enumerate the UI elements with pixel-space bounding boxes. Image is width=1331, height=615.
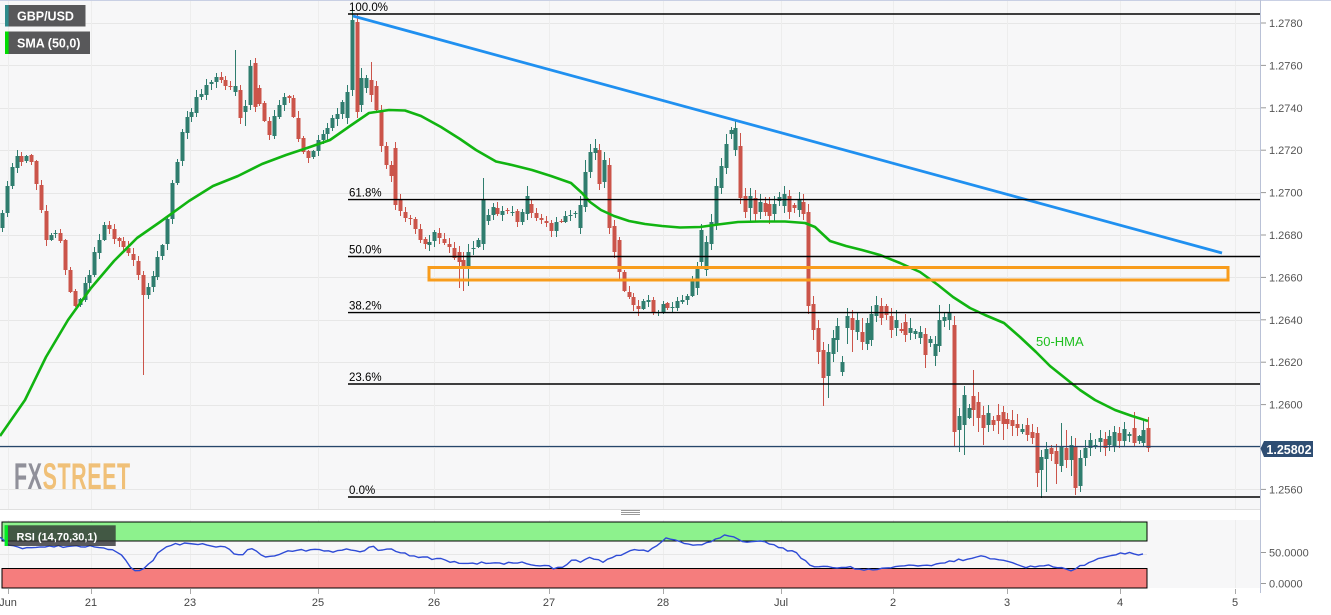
svg-text:50.0000: 50.0000 [1269, 548, 1309, 560]
svg-text:2: 2 [890, 597, 896, 609]
svg-text:4: 4 [1117, 597, 1123, 609]
svg-text:100.0%: 100.0% [349, 2, 388, 14]
svg-text:Jun: Jun [0, 597, 17, 609]
svg-text:1.2560: 1.2560 [1269, 484, 1303, 496]
svg-text:23: 23 [184, 597, 196, 609]
svg-text:1.2600: 1.2600 [1269, 400, 1303, 412]
svg-text:1.2660: 1.2660 [1269, 272, 1303, 284]
svg-text:RSI (14,70,30,1): RSI (14,70,30,1) [17, 532, 98, 544]
svg-text:1.25802: 1.25802 [1266, 443, 1311, 457]
svg-text:38.2%: 38.2% [349, 301, 382, 313]
svg-text:GBP/USD: GBP/USD [17, 10, 74, 24]
svg-text:61.8%: 61.8% [349, 188, 382, 200]
svg-text:28: 28 [657, 597, 669, 609]
svg-text:5: 5 [1232, 597, 1238, 609]
svg-text:0.0%: 0.0% [349, 485, 375, 497]
svg-text:3: 3 [1004, 597, 1010, 609]
svg-text:50.0%: 50.0% [349, 245, 382, 257]
svg-text:26: 26 [428, 597, 440, 609]
svg-text:Jul: Jul [774, 597, 788, 609]
svg-text:25: 25 [312, 597, 324, 609]
svg-text:21: 21 [85, 597, 97, 609]
svg-text:1.2620: 1.2620 [1269, 357, 1303, 369]
svg-text:1.2700: 1.2700 [1269, 188, 1303, 200]
svg-text:27: 27 [543, 597, 555, 609]
svg-text:SMA (50,0): SMA (50,0) [17, 37, 80, 51]
svg-text:1.2680: 1.2680 [1269, 230, 1303, 242]
svg-text:1.2720: 1.2720 [1269, 145, 1303, 157]
svg-text:1.2780: 1.2780 [1269, 18, 1303, 30]
svg-text:1.2760: 1.2760 [1269, 60, 1303, 72]
svg-text:FXSTREET: FXSTREET [14, 457, 131, 497]
svg-text:50-HMA: 50-HMA [1036, 334, 1084, 349]
svg-text:1.2740: 1.2740 [1269, 103, 1303, 115]
svg-text:0.0000: 0.0000 [1269, 579, 1303, 591]
svg-text:23.6%: 23.6% [349, 372, 382, 384]
svg-text:1.2640: 1.2640 [1269, 315, 1303, 327]
